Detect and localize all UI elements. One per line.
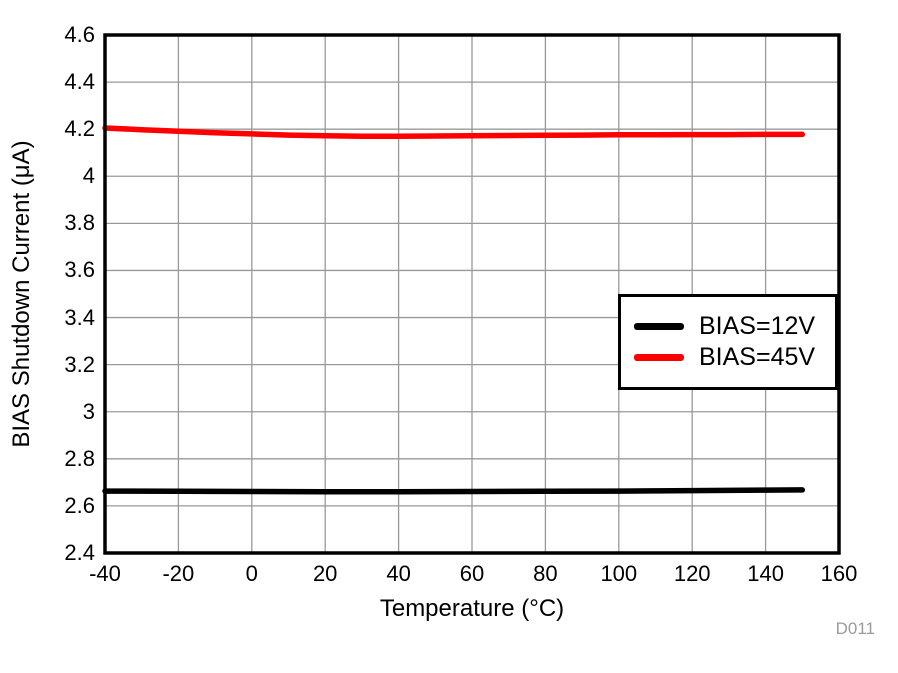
legend-label: BIAS=12V (699, 312, 816, 340)
x-tick-label: 60 (459, 561, 485, 586)
x-tick-label: -40 (89, 561, 121, 586)
legend-line-swatch (634, 323, 684, 330)
y-tick-label: 3.6 (64, 257, 95, 283)
y-tick-label: 3 (82, 398, 95, 424)
series-line-bias-12v (102, 487, 806, 495)
plot-frame (103, 33, 841, 555)
x-tick-label: 120 (673, 561, 711, 586)
legend-line-swatch (634, 354, 684, 361)
y-tick-label: 4 (82, 163, 95, 189)
y-tick-label: 3.8 (64, 210, 95, 236)
watermark: D011 (835, 619, 875, 638)
y-axis-title: BIAS Shutdown Current (μA) (8, 140, 35, 448)
y-tick-label: 4.2 (64, 116, 95, 142)
y-tick-label: 2.8 (64, 445, 95, 471)
x-tick-label: -20 (162, 561, 195, 586)
legend: BIAS=12V BIAS=45V (618, 294, 838, 390)
y-tick-label: 2.4 (64, 540, 95, 565)
x-tick-label: 140 (747, 561, 784, 586)
y-tick-label: 3.2 (64, 351, 95, 377)
x-tick-label: 40 (386, 561, 411, 586)
x-axis-title: Temperature (°C) (379, 595, 565, 622)
series-line-bias-45v (102, 125, 806, 139)
y-tick-label: 3.4 (64, 304, 95, 330)
legend-label: BIAS=45V (699, 343, 816, 371)
y-tick-label: 4.6 (64, 22, 95, 47)
x-tick-label: 160 (820, 561, 858, 586)
legend-item: BIAS=45V (621, 342, 835, 373)
y-tick-label: 4.4 (64, 69, 95, 95)
x-tick-label: 0 (245, 561, 258, 586)
x-tick-label: 80 (533, 561, 558, 586)
legend-item: BIAS=12V (621, 311, 835, 342)
y-tick-label: 2.6 (64, 492, 95, 518)
x-tick-label: 20 (312, 561, 338, 586)
x-tick-label: 100 (600, 561, 638, 586)
